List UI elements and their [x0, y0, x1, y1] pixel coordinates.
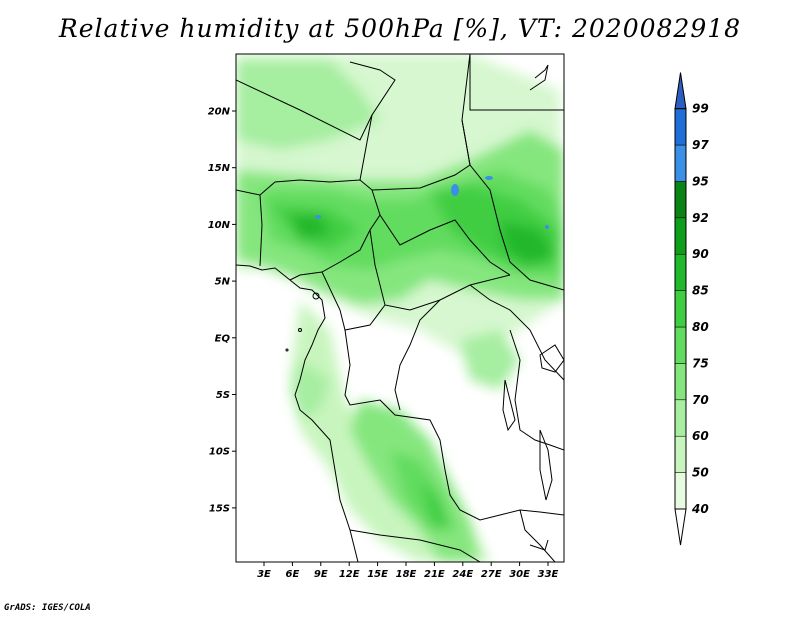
colorbar-label: 90 — [692, 247, 709, 261]
colorbar-label: 95 — [692, 174, 709, 188]
colorbar-label: 85 — [692, 284, 709, 298]
lat-label: 5S — [216, 390, 230, 401]
colorbar-label: 70 — [692, 393, 709, 407]
colorbar-label: 99 — [692, 102, 709, 116]
latitude-labels: 20N 15N 10N 5N EQ 5S 10S 15S — [208, 107, 236, 514]
colorbar-low-triangle — [674, 508, 687, 546]
lat-label: EQ — [215, 333, 231, 344]
colorbar-label: 60 — [692, 429, 709, 443]
lon-label: 12E — [339, 569, 360, 580]
colorbar-segment — [674, 181, 687, 219]
colorbar-segment — [674, 253, 687, 291]
colorbar-segment — [674, 108, 687, 146]
colorbar-segment — [674, 399, 687, 437]
lon-label: 3E — [257, 569, 271, 580]
lon-label: 24E — [452, 569, 473, 580]
colorbar-segment — [674, 472, 687, 510]
lon-label: 9E — [314, 569, 328, 580]
credit-label: GrADS: IGES/COLA — [4, 603, 91, 613]
colorbar: 40 50 60 70 75 80 85 90 92 95 97 99 — [674, 72, 709, 546]
lon-label: 27E — [481, 569, 502, 580]
colorbar-segment — [674, 326, 687, 364]
lon-label: 33E — [538, 569, 559, 580]
colorbar-segment — [674, 363, 687, 401]
colorbar-label: 80 — [692, 320, 709, 334]
colorbar-outline — [674, 108, 687, 510]
colorbar-label: 40 — [691, 502, 709, 516]
lat-label: 20N — [208, 107, 231, 118]
colorbar-segment — [674, 217, 687, 255]
colorbar-high-triangle — [674, 72, 687, 110]
colorbar-label: 75 — [692, 356, 709, 370]
lon-label: 18E — [396, 569, 417, 580]
country-borders — [236, 54, 564, 562]
lon-label: 21E — [424, 569, 445, 580]
map-frame — [235, 53, 565, 563]
longitude-labels: 3E 6E 9E 12E 15E 18E 21E 24E 27E 30E 33E — [257, 562, 559, 580]
lat-label: 10S — [209, 447, 230, 458]
lon-label: 30E — [509, 569, 530, 580]
colorbar-label: 50 — [692, 466, 709, 480]
colorbar-segment — [674, 435, 687, 473]
lat-label: 15S — [209, 503, 230, 514]
colorbar-segment — [674, 144, 687, 182]
colorbar-label: 97 — [692, 138, 709, 152]
lat-label: 15N — [208, 163, 231, 174]
colorbar-label: 92 — [692, 211, 709, 225]
chart-title: Relative humidity at 500hPa [%], VT: 202… — [58, 14, 742, 43]
colorbar-segment — [674, 290, 687, 328]
lon-label: 15E — [367, 569, 388, 580]
lat-label: 5N — [215, 277, 231, 288]
lon-label: 6E — [286, 569, 300, 580]
lat-label: 10N — [208, 220, 231, 231]
